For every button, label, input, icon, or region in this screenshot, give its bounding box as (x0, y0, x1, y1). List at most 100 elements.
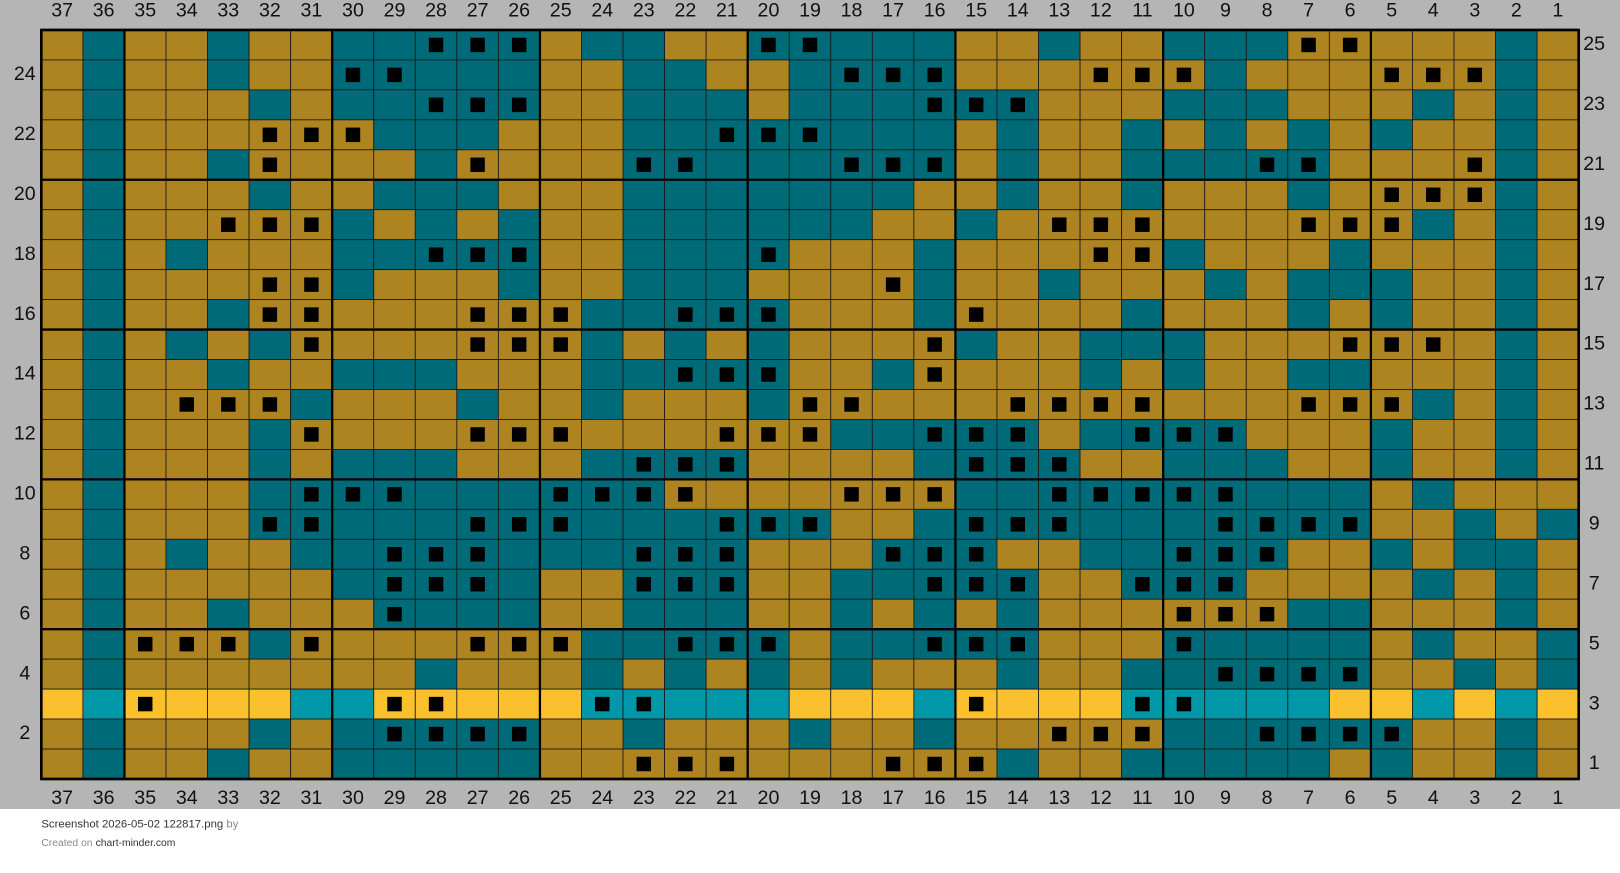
stitch-cell (207, 239, 250, 271)
stitch-cell (996, 329, 1039, 360)
stitch-cell (331, 269, 375, 301)
stitch-cell (497, 658, 541, 690)
stitch-cell (1287, 598, 1330, 630)
site-link[interactable]: chart-minder.com (96, 838, 176, 849)
stitch-cell (82, 568, 125, 600)
stitch-cell (1162, 449, 1206, 480)
stitch-marker (262, 517, 278, 532)
stitch-marker (428, 37, 444, 53)
stitch-cell (456, 119, 499, 151)
stitch-cell (622, 658, 665, 690)
stitch-cell (622, 89, 665, 121)
stitch-cell (1204, 269, 1247, 301)
column-number-bottom: 11 (1132, 787, 1152, 809)
stitch-marker (968, 547, 984, 562)
stitch-marker (761, 367, 776, 382)
stitch-cell (414, 628, 458, 660)
stitch-cell (124, 389, 167, 420)
stitch-cell (497, 269, 541, 301)
stitch-cell (1536, 239, 1580, 271)
stitch-marker (1384, 67, 1399, 83)
stitch-cell (82, 89, 125, 121)
stitch-marker (1467, 187, 1483, 202)
stitch-cell (1162, 119, 1206, 151)
stitch-marker (387, 67, 402, 83)
stitch-cell (207, 538, 250, 570)
stitch-cell (539, 119, 582, 151)
stitch-cell (539, 209, 582, 241)
stitch-cell (497, 598, 541, 630)
stitch-cell (913, 508, 956, 540)
stitch-marker (1218, 666, 1233, 682)
stitch-cell (331, 149, 375, 181)
stitch-cell (747, 598, 790, 630)
column-number-top: 32 (259, 0, 281, 22)
stitch-marker (844, 157, 859, 173)
stitch-cell (331, 508, 375, 540)
stitch-marker (387, 696, 402, 712)
stitch-cell (165, 329, 208, 360)
column-number-top: 2 (1511, 0, 1522, 22)
stitch-cell (248, 419, 292, 450)
stitch-cell (913, 718, 956, 750)
stitch-cell (1204, 89, 1247, 121)
stitch-marker (470, 577, 485, 592)
stitch-cell (497, 748, 541, 780)
stitch-cell (165, 119, 208, 151)
column-number-bottom: 12 (1090, 787, 1112, 809)
stitch-cell (1038, 359, 1081, 390)
stitch-cell (1245, 239, 1289, 271)
stitch-cell (40, 239, 84, 271)
column-number-bottom: 29 (384, 787, 406, 809)
stitch-cell (1453, 568, 1496, 600)
stitch-cell (788, 718, 832, 750)
stitch-cell (1245, 419, 1289, 450)
stitch-marker (1010, 577, 1025, 592)
row-number-right: 17 (1583, 273, 1605, 295)
row-number-left: 16 (14, 303, 36, 325)
stitch-cell (913, 269, 956, 301)
stitch-cell (1121, 89, 1164, 121)
stitch-cell (871, 179, 915, 211)
stitch-marker (1176, 487, 1192, 502)
stitch-cell (207, 119, 250, 151)
stitch-cell (124, 419, 167, 450)
stitch-cell (1370, 359, 1413, 390)
stitch-cell (414, 179, 458, 211)
stitch-cell (1328, 299, 1372, 330)
stitch-cell (788, 419, 832, 450)
column-number-bottom: 17 (882, 787, 904, 809)
stitch-marker (1010, 427, 1025, 442)
stitch-cell (1038, 179, 1081, 211)
stitch-marker (387, 577, 402, 592)
stitch-cell (124, 598, 167, 630)
stitch-cell (124, 119, 167, 151)
column-number-top: 9 (1220, 0, 1231, 22)
column-number-top: 23 (633, 0, 655, 22)
stitch-marker (1301, 666, 1316, 682)
stitch-marker (1259, 547, 1275, 562)
stitch-cell (1162, 149, 1206, 181)
column-number-bottom: 27 (467, 787, 489, 809)
stitch-cell (996, 688, 1039, 720)
stitch-cell (581, 449, 624, 480)
stitch-marker (553, 487, 568, 502)
stitch-cell (622, 209, 665, 241)
stitch-marker (511, 247, 527, 262)
stitch-cell (82, 598, 125, 630)
stitch-cell (165, 269, 208, 301)
stitch-cell (165, 299, 208, 330)
stitch-cell (747, 269, 790, 301)
stitch-marker (1218, 427, 1233, 442)
stitch-cell (414, 508, 458, 540)
stitch-cell (996, 538, 1039, 570)
stitch-marker (1176, 547, 1192, 562)
stitch-cell (1121, 598, 1164, 630)
stitch-cell (1328, 149, 1372, 181)
stitch-cell (165, 568, 208, 600)
stitch-cell (1536, 658, 1580, 690)
stitch-cell (1412, 119, 1455, 151)
stitch-marker (761, 127, 776, 143)
stitch-cell (1162, 718, 1206, 750)
stitch-cell (1121, 119, 1164, 151)
